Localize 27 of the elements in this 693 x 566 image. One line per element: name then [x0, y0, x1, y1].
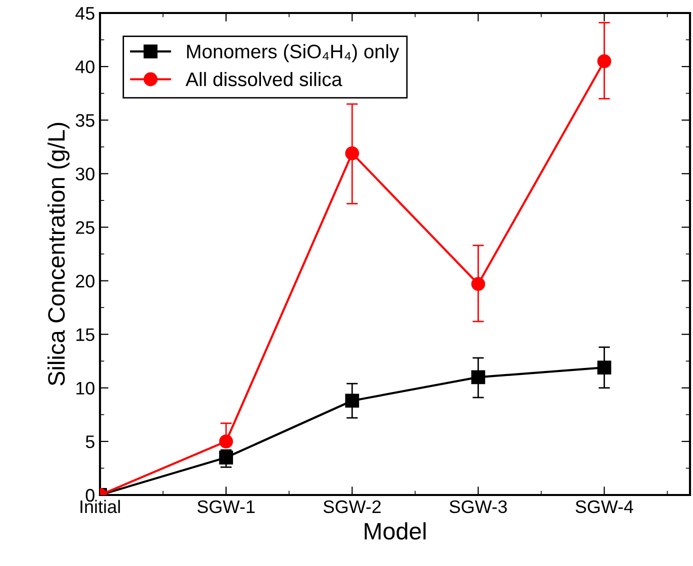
- y-tick-label: 30: [76, 168, 94, 180]
- point: [471, 277, 486, 291]
- y-tick-label: 5: [86, 436, 94, 448]
- y-tick-label: 45: [75, 7, 94, 20]
- x-tick-label: SGW-3: [450, 500, 507, 514]
- y-tick-label: 25: [76, 221, 94, 234]
- x-tick-label: Initial: [80, 500, 120, 514]
- x-tick-label: SGW-2: [324, 500, 381, 514]
- y-axis-title: Silica Concentration (g/L): [47, 122, 70, 386]
- y-tick-label: 20: [76, 274, 94, 288]
- y-tick-label: 35: [76, 114, 94, 127]
- point: [597, 360, 612, 374]
- x-tick-label: SGW-1: [197, 500, 255, 514]
- point: [471, 370, 486, 384]
- point: [597, 54, 612, 68]
- point: [345, 146, 360, 160]
- y-tick-label: 15: [76, 328, 94, 342]
- point: [219, 434, 234, 448]
- x-tick-label: SGW-4: [576, 500, 634, 514]
- x-axis-title: Model: [364, 522, 426, 540]
- legend-label: All dissolved silica: [186, 72, 342, 86]
- y-tick-label: 40: [75, 60, 94, 74]
- point: [219, 450, 234, 464]
- legend-label: Monomers (SiO₄H₄) only: [187, 44, 400, 62]
- y-tick-label: 10: [76, 382, 94, 395]
- point: [345, 394, 360, 408]
- y-tick-label: 0: [86, 488, 94, 502]
